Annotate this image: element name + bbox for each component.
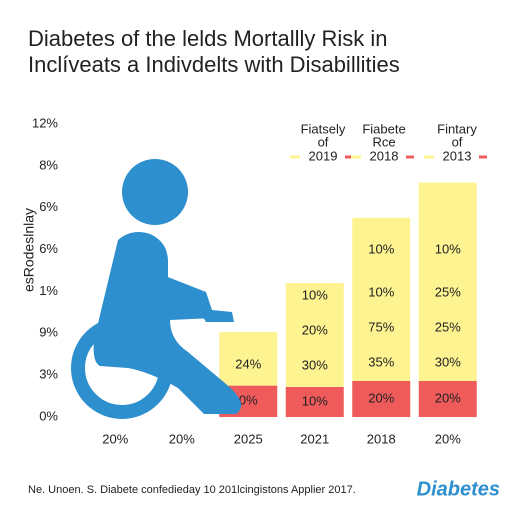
legend-text: 2013 (443, 148, 472, 163)
chart-title: Diabetes of the lelds Mortallly Risk in (28, 26, 387, 51)
y-tick-label: 12% (32, 115, 58, 130)
bar-label: 10% (302, 287, 328, 302)
bar-label: 20% (435, 390, 461, 405)
legend-text: Fintary (437, 121, 477, 136)
bar-label: 35% (368, 354, 394, 369)
bar-label: 0% (239, 393, 258, 408)
bar-label: 75% (368, 319, 394, 334)
x-tick-label: 2018 (367, 431, 396, 446)
y-tick-label: 8% (39, 157, 58, 172)
bar-label: 30% (435, 354, 461, 369)
y-tick-label: 1% (39, 283, 58, 298)
y-axis-label: esRodeslnlay (21, 208, 37, 292)
bar-label: 30% (302, 357, 328, 372)
bar-label: 25% (435, 319, 461, 334)
bar-label: 25% (435, 284, 461, 299)
wheelchair-icon (71, 159, 242, 419)
bar-label: 20% (368, 390, 394, 405)
legend-text: 2018 (370, 148, 399, 163)
y-tick-label: 3% (39, 367, 58, 382)
legend-text: 2019 (309, 148, 338, 163)
legend-text: of (452, 134, 463, 149)
legend-text: Fiabete (362, 121, 405, 136)
bar-segment (219, 332, 278, 386)
bar-segment (418, 381, 477, 417)
chart-title: Inclíveats a Indivdelts with Disabilliti… (28, 52, 400, 77)
x-tick-label: 2021 (300, 431, 329, 446)
bar-segment (352, 381, 411, 417)
y-tick-label: 0% (39, 408, 58, 423)
y-tick-label: 6% (39, 241, 58, 256)
logo: Diabetes (417, 478, 500, 500)
bar-label: 10% (368, 284, 394, 299)
bar-label: 24% (235, 357, 261, 372)
bar-label: 20% (302, 322, 328, 337)
footnote: Ne. Unoen. S. Diabete confedieday 10 201… (28, 484, 356, 496)
bar-label: 10% (368, 241, 394, 256)
x-tick-label: 20% (169, 431, 195, 446)
bar-segment (352, 217, 411, 382)
x-tick-label: 20% (102, 431, 128, 446)
legend-text: Fiatsely (301, 121, 346, 136)
bar-label: 10% (435, 241, 461, 256)
y-tick-label: 9% (39, 325, 58, 340)
bar-label: 10% (302, 393, 328, 408)
bar-segment (418, 182, 477, 382)
x-tick-label: 2025 (234, 431, 263, 446)
bar-segment (285, 283, 344, 387)
legend-text: of (318, 134, 329, 149)
x-tick-label: 20% (435, 431, 461, 446)
bar-segment (285, 386, 344, 417)
y-tick-label: 6% (39, 199, 58, 214)
legend-text: Rce (372, 134, 395, 149)
